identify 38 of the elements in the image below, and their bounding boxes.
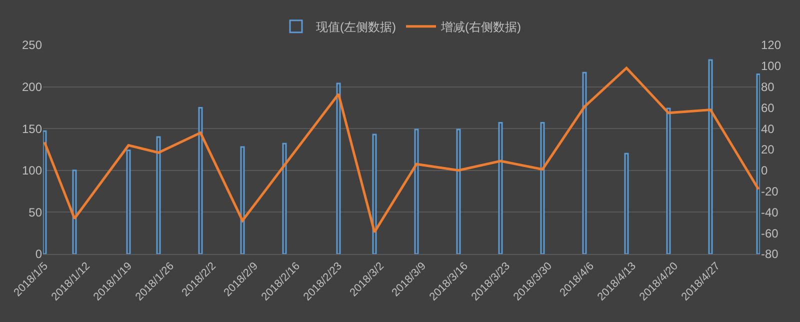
bar [498, 122, 503, 254]
y-tick-label: 250 [22, 38, 42, 52]
y-tick-label: 150 [22, 122, 42, 136]
y2-tick-label: 120 [761, 38, 782, 52]
bar [540, 122, 545, 254]
y-tick-label: 50 [28, 205, 42, 220]
y2-tick-label: 0 [761, 164, 768, 178]
y-tick-label: 100 [22, 164, 42, 178]
bar [198, 106, 203, 254]
y2-tick-label: 80 [761, 80, 775, 94]
bar [240, 146, 245, 254]
bar [456, 128, 461, 254]
bar [582, 72, 587, 254]
y-tick-label: 0 [35, 247, 42, 262]
legend-label: 现值(左侧数据) [316, 20, 396, 34]
y2-tick-label: 40 [761, 122, 775, 136]
bar [282, 142, 287, 254]
y2-tick-label: 20 [761, 142, 775, 157]
legend-label: 增减(右侧数据) [440, 20, 521, 34]
bar [666, 108, 671, 254]
line-series [43, 66, 760, 234]
y2-tick-label: -60 [761, 226, 779, 240]
bar [126, 150, 131, 254]
y2-tick-label: 60 [761, 100, 775, 115]
bar [372, 134, 377, 254]
bar [43, 130, 47, 254]
y2-tick-label: -40 [761, 205, 779, 220]
bar [156, 136, 161, 254]
bar [72, 170, 77, 254]
bar [414, 128, 419, 254]
y-tick-label: 200 [22, 80, 42, 94]
y2-tick-label: -20 [761, 184, 779, 198]
bar [336, 82, 341, 254]
bar [624, 152, 629, 254]
y2-tick-label: -80 [761, 247, 779, 262]
y2-tick-label: 100 [761, 59, 782, 74]
bar [756, 74, 760, 254]
bar [708, 59, 713, 254]
